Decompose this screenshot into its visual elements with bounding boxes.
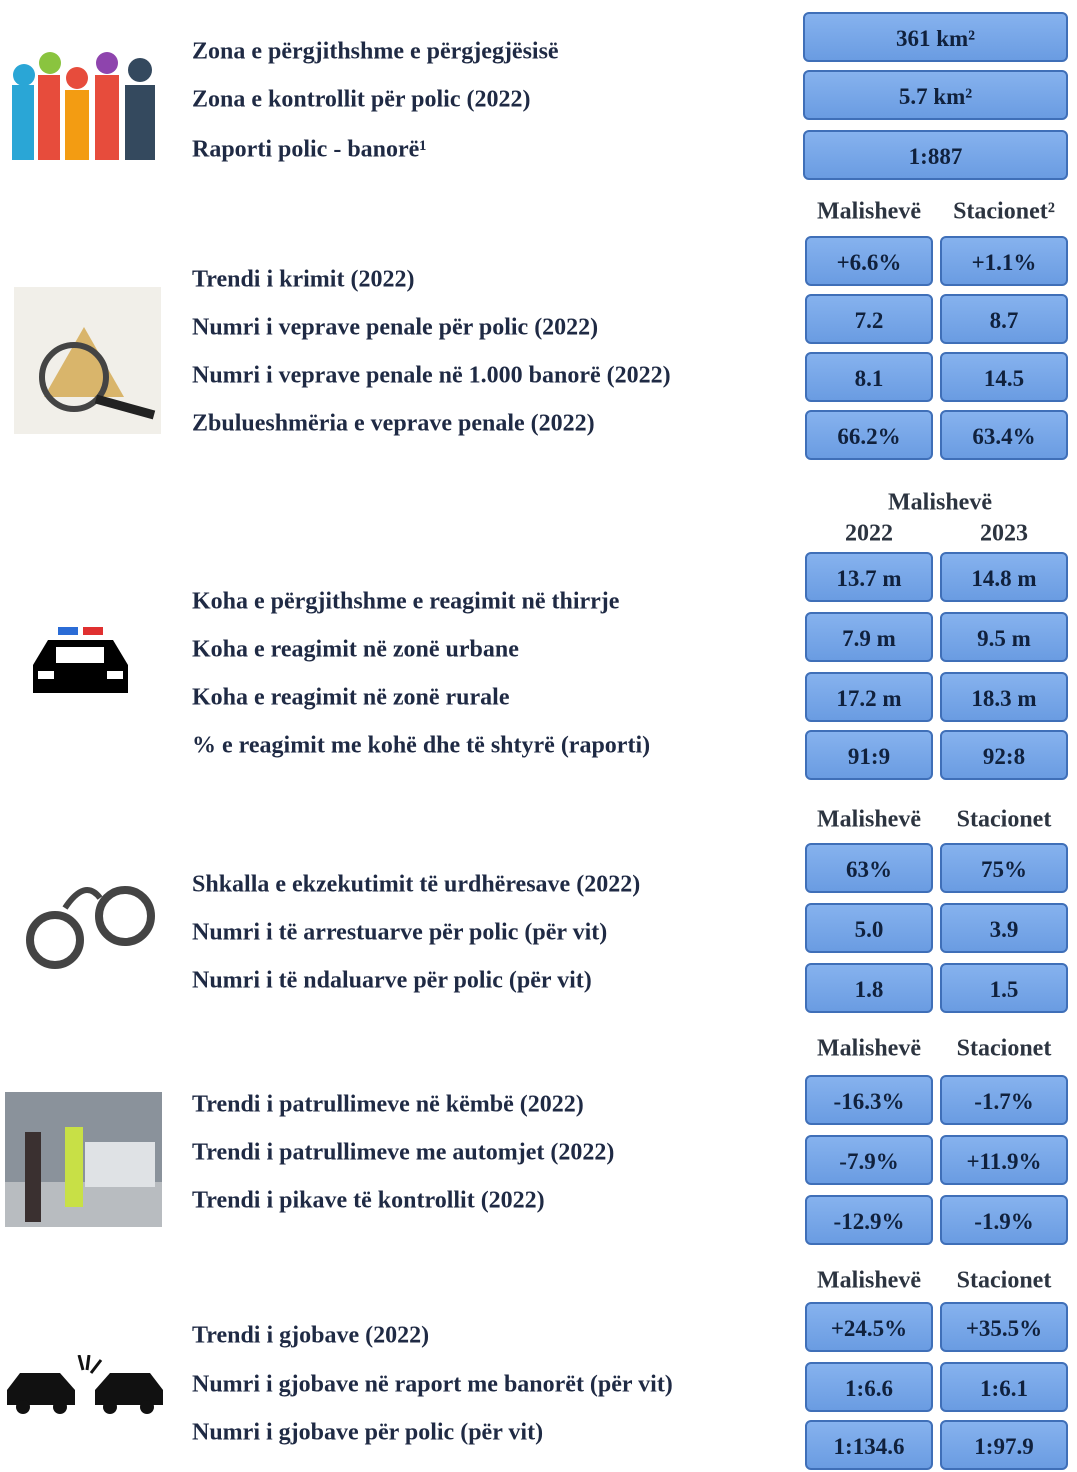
value-box: 91:9 bbox=[805, 730, 933, 780]
value-box: 13.7 m bbox=[805, 552, 933, 602]
value-box: +35.5% bbox=[940, 1302, 1068, 1352]
row-label: Trendi i gjobave (2022) bbox=[192, 1323, 429, 1350]
column-header: Malishevë bbox=[804, 1036, 934, 1063]
row-label: Trendi i pikave të kontrollit (2022) bbox=[192, 1188, 545, 1215]
value-box: 361 km² bbox=[803, 12, 1068, 62]
column-header: Stacionet bbox=[939, 1268, 1069, 1295]
row-label: Numri i veprave penale për polic (2022) bbox=[192, 315, 598, 342]
column-header: Malishevë bbox=[804, 199, 934, 226]
row-label: Numri i gjobave në raport me banorët (pë… bbox=[192, 1372, 673, 1399]
row-label: Trendi i patrullimeve në këmbë (2022) bbox=[192, 1092, 584, 1119]
value-box: 1:6.1 bbox=[940, 1362, 1068, 1412]
crash-icon bbox=[5, 1355, 165, 1415]
value-box: 5.0 bbox=[805, 903, 933, 953]
value-box: +24.5% bbox=[805, 1302, 933, 1352]
handcuffs-icon bbox=[25, 878, 160, 973]
value-box: 7.9 m bbox=[805, 612, 933, 662]
value-box: 7.2 bbox=[805, 294, 933, 344]
value-box: 14.5 bbox=[940, 352, 1068, 402]
value-box: -12.9% bbox=[805, 1195, 933, 1245]
value-box: -16.3% bbox=[805, 1075, 933, 1125]
column-header: Stacionet bbox=[939, 807, 1069, 834]
column-header: 2022 bbox=[804, 521, 934, 548]
value-box: +6.6% bbox=[805, 236, 933, 286]
value-box: 5.7 km² bbox=[803, 70, 1068, 120]
row-label: Numri i të ndaluarve për polic (për vit) bbox=[192, 968, 592, 995]
row-label: Trendi i patrullimeve me automjet (2022) bbox=[192, 1140, 614, 1167]
value-box: 92:8 bbox=[940, 730, 1068, 780]
value-box: 8.7 bbox=[940, 294, 1068, 344]
row-label: Shkalla e ekzekutimit të urdhëresave (20… bbox=[192, 872, 640, 899]
column-header: Stacionet bbox=[939, 1036, 1069, 1063]
column-header: Malishevë bbox=[804, 807, 934, 834]
value-box: 1.8 bbox=[805, 963, 933, 1013]
value-box: -1.7% bbox=[940, 1075, 1068, 1125]
value-box: -1.9% bbox=[940, 1195, 1068, 1245]
value-box: 9.5 m bbox=[940, 612, 1068, 662]
police-car-icon bbox=[28, 625, 133, 705]
value-box: +11.9% bbox=[940, 1135, 1068, 1185]
row-label: Raporti polic - banorë¹ bbox=[192, 137, 427, 164]
row-label: Zona e kontrollit për polic (2022) bbox=[192, 87, 530, 114]
patrol-photo bbox=[5, 1092, 162, 1227]
value-box: 1:134.6 bbox=[805, 1420, 933, 1470]
value-box: -7.9% bbox=[805, 1135, 933, 1185]
value-box: 14.8 m bbox=[940, 552, 1068, 602]
value-box: 1.5 bbox=[940, 963, 1068, 1013]
row-label: Koha e reagimit në zonë rurale bbox=[192, 685, 509, 712]
value-box: +1.1% bbox=[940, 236, 1068, 286]
row-label: Koha e reagimit në zonë urbane bbox=[192, 637, 519, 664]
column-header: 2023 bbox=[939, 521, 1069, 548]
value-box: 8.1 bbox=[805, 352, 933, 402]
value-box: 3.9 bbox=[940, 903, 1068, 953]
column-header: Malishevë bbox=[804, 1268, 934, 1295]
row-label: Numri i veprave penale në 1.000 banorë (… bbox=[192, 363, 671, 390]
row-label: Zbulueshmëria e veprave penale (2022) bbox=[192, 411, 595, 438]
value-box: 18.3 m bbox=[940, 672, 1068, 722]
value-box: 1:97.9 bbox=[940, 1420, 1068, 1470]
value-box: 1:6.6 bbox=[805, 1362, 933, 1412]
value-box: 63% bbox=[805, 843, 933, 893]
magnifier-icon bbox=[14, 287, 161, 434]
group-header: Malishevë bbox=[875, 490, 1005, 517]
value-box: 63.4% bbox=[940, 410, 1068, 460]
value-box: 75% bbox=[940, 843, 1068, 893]
page: (() => { const data = JSON.parse(documen… bbox=[0, 0, 1077, 1468]
row-label: Koha e përgjithshme e reagimit në thirrj… bbox=[192, 589, 619, 616]
row-label: Trendi i krimit (2022) bbox=[192, 267, 414, 294]
column-header: Stacionet² bbox=[939, 199, 1069, 226]
value-box: 1:887 bbox=[803, 130, 1068, 180]
value-box: 66.2% bbox=[805, 410, 933, 460]
value-box: 17.2 m bbox=[805, 672, 933, 722]
row-label: Zona e përgjithshme e përgjegjësisë bbox=[192, 39, 559, 66]
row-label: % e reagimit me kohë dhe të shtyrë (rapo… bbox=[192, 733, 650, 760]
row-label: Numri i gjobave për polic (për vit) bbox=[192, 1420, 543, 1447]
row-label: Numri i të arrestuarve për polic (për vi… bbox=[192, 920, 607, 947]
people-icon bbox=[10, 45, 165, 163]
